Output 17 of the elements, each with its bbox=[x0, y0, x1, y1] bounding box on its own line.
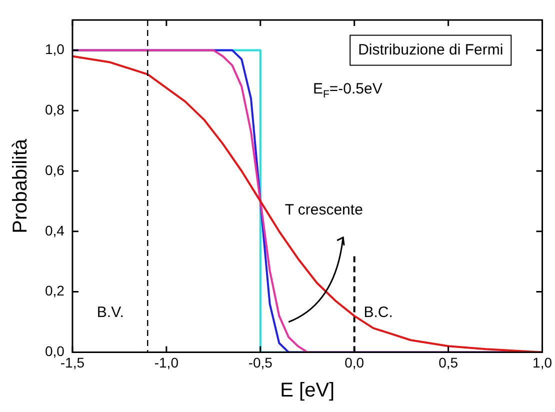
y-tick-label: 0,0 bbox=[44, 343, 65, 360]
x-tick-label: -1,0 bbox=[154, 354, 179, 370]
y-tick-label: 0,2 bbox=[44, 282, 65, 299]
x-axis-title: E [eV] bbox=[280, 380, 335, 402]
x-tick-label: 0,0 bbox=[344, 354, 364, 370]
x-tick-label: 0,5 bbox=[438, 354, 458, 370]
y-axis-title: Probabilità bbox=[10, 138, 32, 234]
annotation: Distribuzione di Fermi bbox=[358, 41, 504, 58]
annotation: B.V. bbox=[96, 304, 124, 322]
annotation: B.C. bbox=[364, 304, 393, 322]
x-tick-label: -0,5 bbox=[248, 354, 273, 370]
annotation: T crescente bbox=[284, 201, 363, 218]
y-tick-label: 0,6 bbox=[44, 162, 65, 178]
y-tick-label: 0,4 bbox=[44, 222, 65, 238]
y-tick-label: 1,0 bbox=[44, 41, 65, 58]
x-tick-label: 1,0 bbox=[532, 354, 552, 370]
y-tick-label: 0,8 bbox=[44, 101, 65, 118]
